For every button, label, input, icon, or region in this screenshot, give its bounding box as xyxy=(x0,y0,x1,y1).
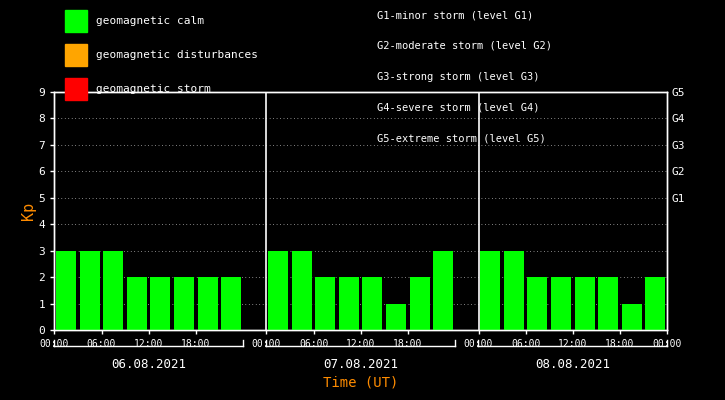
Text: G1-minor storm (level G1): G1-minor storm (level G1) xyxy=(377,10,534,20)
Text: G2-moderate storm (level G2): G2-moderate storm (level G2) xyxy=(377,41,552,51)
Bar xyxy=(268,251,289,330)
Bar xyxy=(386,304,406,330)
Text: Time (UT): Time (UT) xyxy=(323,376,398,390)
Bar xyxy=(410,277,430,330)
Bar xyxy=(103,251,123,330)
Bar xyxy=(127,277,147,330)
Bar xyxy=(598,277,618,330)
Bar xyxy=(504,251,524,330)
Bar xyxy=(362,277,383,330)
Bar xyxy=(574,277,594,330)
Bar xyxy=(315,277,336,330)
Text: geomagnetic calm: geomagnetic calm xyxy=(96,16,204,26)
Y-axis label: Kp: Kp xyxy=(21,202,36,220)
Bar xyxy=(197,277,218,330)
Text: G4-severe storm (level G4): G4-severe storm (level G4) xyxy=(377,102,539,112)
Text: G3-strong storm (level G3): G3-strong storm (level G3) xyxy=(377,72,539,82)
Bar xyxy=(621,304,642,330)
Bar xyxy=(433,251,453,330)
Text: geomagnetic storm: geomagnetic storm xyxy=(96,84,210,94)
Text: 08.08.2021: 08.08.2021 xyxy=(535,358,610,370)
Text: 07.08.2021: 07.08.2021 xyxy=(323,358,398,370)
Text: 06.08.2021: 06.08.2021 xyxy=(111,358,186,370)
Bar xyxy=(221,277,241,330)
Bar xyxy=(174,277,194,330)
Bar xyxy=(291,251,312,330)
Text: G5-extreme storm (level G5): G5-extreme storm (level G5) xyxy=(377,133,546,143)
Bar xyxy=(551,277,571,330)
Bar xyxy=(527,277,547,330)
Bar xyxy=(56,251,76,330)
Text: geomagnetic disturbances: geomagnetic disturbances xyxy=(96,50,257,60)
Bar xyxy=(480,251,500,330)
Bar xyxy=(150,277,170,330)
Bar xyxy=(80,251,100,330)
Bar xyxy=(339,277,359,330)
Bar xyxy=(645,277,666,330)
